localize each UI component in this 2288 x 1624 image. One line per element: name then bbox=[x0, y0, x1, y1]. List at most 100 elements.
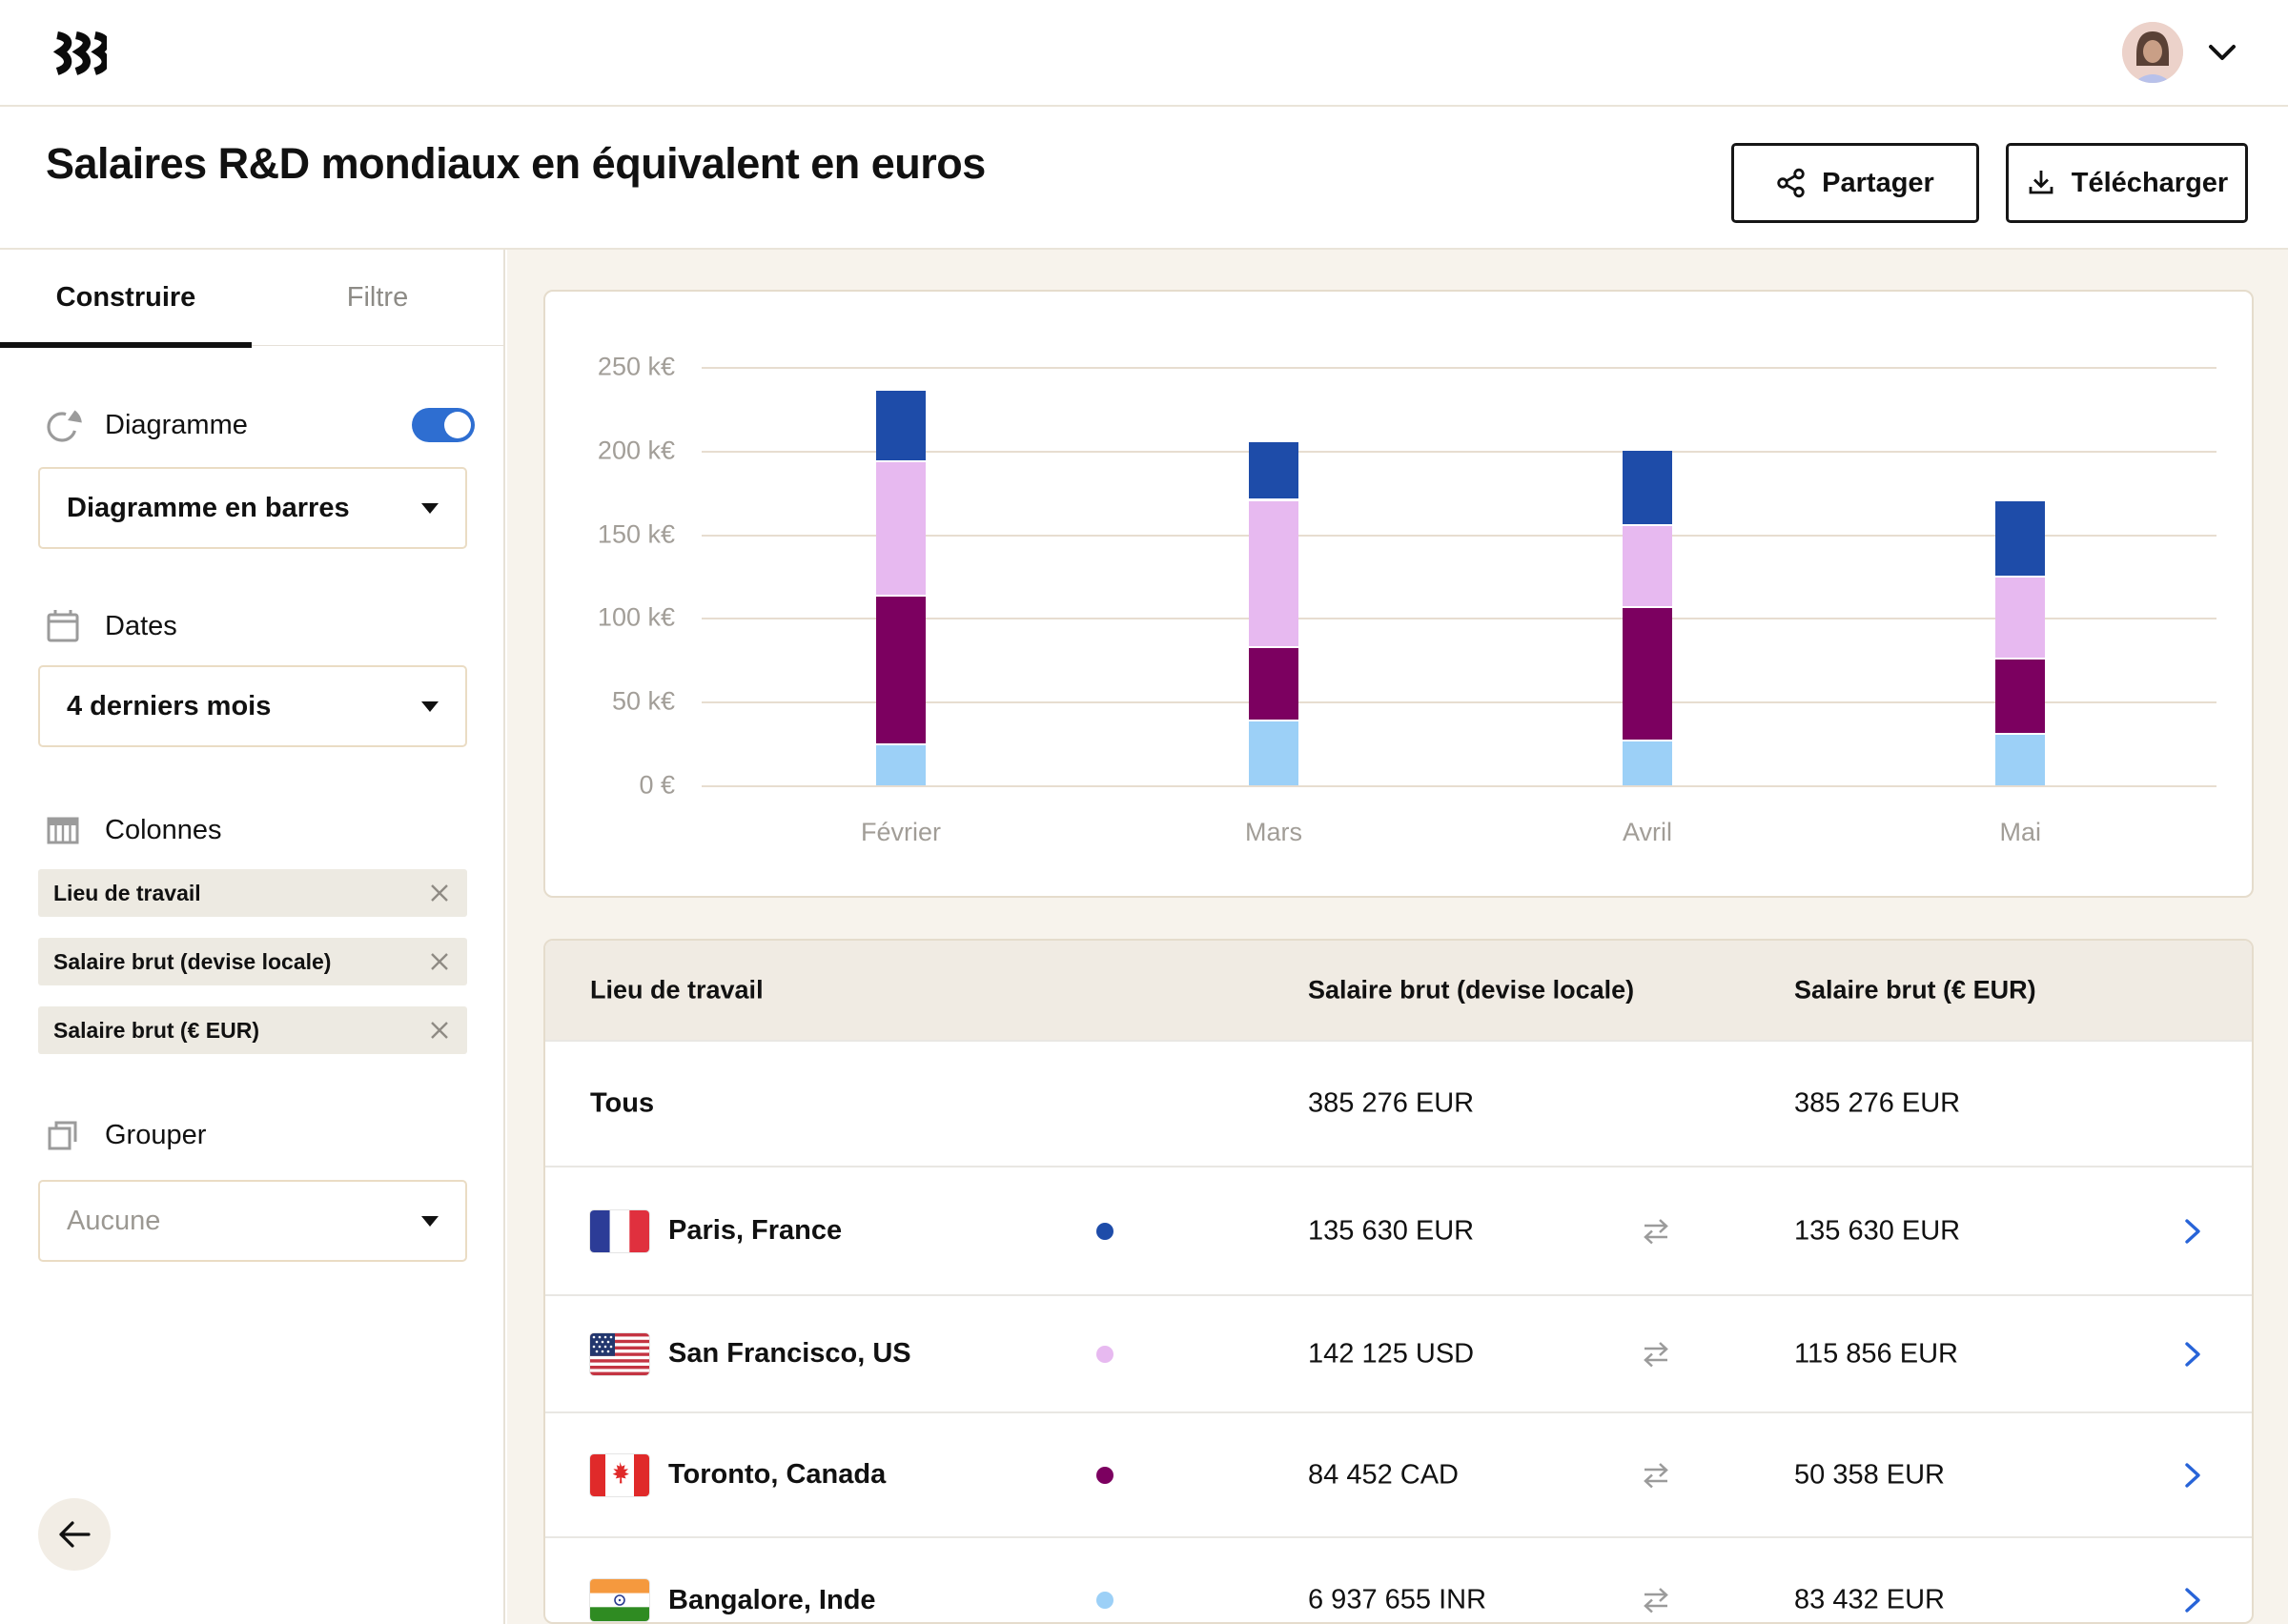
bar-segment[interactable] bbox=[1623, 525, 1672, 608]
row-location-label: Toronto, Canada bbox=[668, 1459, 887, 1490]
y-axis-tick-label: 100 k€ bbox=[597, 602, 675, 632]
remove-chip-icon[interactable] bbox=[427, 1018, 452, 1043]
table-row-bangalore[interactable]: Bangalore, Inde 6 937 655 INR 83 432 EUR bbox=[545, 1536, 2252, 1622]
diagram-toggle[interactable] bbox=[412, 408, 475, 442]
bar-segment[interactable] bbox=[1623, 450, 1672, 526]
stacked-bar-chart bbox=[702, 367, 2216, 787]
table-row-total: Tous 385 276 EUR 385 276 EUR bbox=[545, 1040, 2252, 1166]
dates-select[interactable]: 4 derniers mois bbox=[38, 665, 467, 747]
united-states-flag-icon bbox=[590, 1332, 649, 1375]
row-eur-salary: 385 276 EUR bbox=[1794, 1087, 1961, 1119]
bar-segment[interactable] bbox=[1995, 735, 2046, 785]
table-row-san-francisco[interactable]: San Francisco, US 142 125 USD 115 856 EU… bbox=[545, 1294, 2252, 1411]
account-menu-chevron-down-icon[interactable] bbox=[2206, 42, 2238, 65]
row-chevron-right-icon[interactable] bbox=[2181, 1339, 2204, 1370]
columns-section-header: Colonnes bbox=[44, 810, 222, 850]
diagram-label: Diagramme bbox=[105, 409, 248, 440]
caret-down-icon bbox=[421, 1215, 439, 1227]
table-row-paris[interactable]: Paris, France 135 630 EUR 135 630 EUR bbox=[545, 1166, 2252, 1294]
share-button[interactable]: Partager bbox=[1731, 143, 1979, 223]
column-header-local-salary: Salaire brut (devise locale) bbox=[1308, 975, 1635, 1005]
tab-filtre[interactable]: Filtre bbox=[346, 281, 409, 313]
remove-chip-icon[interactable] bbox=[427, 949, 452, 974]
bar-segment[interactable] bbox=[875, 390, 926, 463]
currency-swap-icon bbox=[1638, 1460, 1674, 1491]
row-location-label: Tous bbox=[590, 1087, 655, 1119]
row-local-salary: 84 452 CAD bbox=[1308, 1459, 1459, 1490]
bar-segment[interactable] bbox=[875, 596, 926, 745]
row-eur-salary: 50 358 EUR bbox=[1794, 1459, 1945, 1490]
gridline bbox=[702, 450, 2216, 453]
gridline bbox=[702, 618, 2216, 620]
row-chevron-right-icon[interactable] bbox=[2181, 1460, 2204, 1491]
bar-segment[interactable] bbox=[1623, 607, 1672, 742]
column-chip-salaire-brut-eur[interactable]: Salaire brut (€ EUR) bbox=[38, 1006, 467, 1054]
top-navigation-bar bbox=[0, 0, 2288, 107]
group-select[interactable]: Aucune bbox=[38, 1180, 467, 1262]
tab-construire[interactable]: Construire bbox=[0, 250, 252, 348]
report-content-area: 250 k€ 200 k€ 150 k€ 100 k€ 50 k€ 0 € Février… bbox=[507, 250, 2288, 1624]
bar-segment[interactable] bbox=[1249, 500, 1298, 649]
x-axis-label: Mars bbox=[1245, 818, 1302, 846]
download-button-label: Télécharger bbox=[2071, 167, 2229, 198]
column-chip-lieu-de-travail[interactable]: Lieu de travail bbox=[38, 869, 467, 917]
salary-bar-chart-card: 250 k€ 200 k€ 150 k€ 100 k€ 50 k€ 0 € Février… bbox=[543, 290, 2254, 898]
gridline bbox=[702, 534, 2216, 537]
x-axis: Février Mars Avril Mai bbox=[702, 818, 2216, 856]
bar-segment[interactable] bbox=[1249, 648, 1298, 722]
toggle-knob bbox=[444, 412, 471, 438]
chip-label: Salaire brut (devise locale) bbox=[53, 948, 332, 974]
rippling-logo-icon[interactable] bbox=[53, 30, 107, 77]
bar-segment[interactable] bbox=[1249, 721, 1298, 785]
y-axis-tick-label: 200 k€ bbox=[597, 436, 675, 465]
download-button[interactable]: Télécharger bbox=[2006, 143, 2248, 223]
back-button[interactable] bbox=[38, 1498, 111, 1571]
row-location-label: San Francisco, US bbox=[668, 1338, 911, 1369]
diagram-type-value: Diagramme en barres bbox=[67, 492, 350, 523]
group-section-header: Grouper bbox=[44, 1115, 206, 1155]
diagram-type-select[interactable]: Diagramme en barres bbox=[38, 467, 467, 549]
series-color-dot bbox=[1096, 1222, 1113, 1240]
x-axis-label: Février bbox=[860, 818, 941, 846]
row-chevron-right-icon[interactable] bbox=[2181, 1585, 2204, 1615]
caret-down-icon bbox=[421, 700, 439, 712]
bar-segment[interactable] bbox=[1995, 660, 2046, 736]
column-header-eur-salary: Salaire brut (€ EUR) bbox=[1794, 975, 2036, 1005]
bar-segment[interactable] bbox=[1995, 578, 2046, 660]
diagram-section-header: Diagramme bbox=[44, 405, 248, 445]
currency-swap-icon bbox=[1638, 1339, 1674, 1370]
row-local-salary: 6 937 655 INR bbox=[1308, 1584, 1487, 1615]
bar-segment[interactable] bbox=[875, 462, 926, 597]
row-local-salary: 385 276 EUR bbox=[1308, 1087, 1475, 1119]
pie-chart-icon bbox=[44, 406, 82, 444]
dates-label: Dates bbox=[105, 610, 177, 641]
row-eur-salary: 115 856 EUR bbox=[1794, 1338, 1958, 1369]
row-location-label: Bangalore, Inde bbox=[668, 1584, 876, 1615]
india-flag-icon bbox=[590, 1579, 649, 1621]
sidebar-tabs: Construire Filtre bbox=[0, 250, 503, 348]
calendar-icon bbox=[44, 607, 82, 645]
group-placeholder: Aucune bbox=[67, 1205, 161, 1236]
column-header-location: Lieu de travail bbox=[590, 975, 764, 1005]
bar-segment[interactable] bbox=[875, 744, 926, 785]
series-color-dot bbox=[1096, 1592, 1113, 1609]
y-axis: 250 k€ 200 k€ 150 k€ 100 k€ 50 k€ 0 € bbox=[545, 353, 679, 800]
bar-segment[interactable] bbox=[1249, 442, 1298, 501]
chip-label: Lieu de travail bbox=[53, 880, 201, 905]
bar-segment[interactable] bbox=[1995, 500, 2046, 579]
column-chip-salaire-brut-local[interactable]: Salaire brut (devise locale) bbox=[38, 938, 467, 985]
caret-down-icon bbox=[421, 502, 439, 514]
y-axis-tick-label: 0 € bbox=[639, 770, 675, 800]
x-axis-label: Avril bbox=[1622, 818, 1673, 846]
download-icon bbox=[2026, 168, 2056, 198]
row-local-salary: 135 630 EUR bbox=[1308, 1215, 1475, 1246]
row-chevron-right-icon[interactable] bbox=[2181, 1216, 2204, 1247]
series-color-dot bbox=[1096, 1466, 1113, 1484]
row-location-label: Paris, France bbox=[668, 1215, 843, 1246]
bar-segment[interactable] bbox=[1623, 741, 1672, 785]
user-avatar[interactable] bbox=[2122, 22, 2183, 83]
remove-chip-icon[interactable] bbox=[427, 881, 452, 905]
gridline bbox=[702, 785, 2216, 787]
table-row-toronto[interactable]: Toronto, Canada 84 452 CAD 50 358 EUR bbox=[545, 1411, 2252, 1536]
